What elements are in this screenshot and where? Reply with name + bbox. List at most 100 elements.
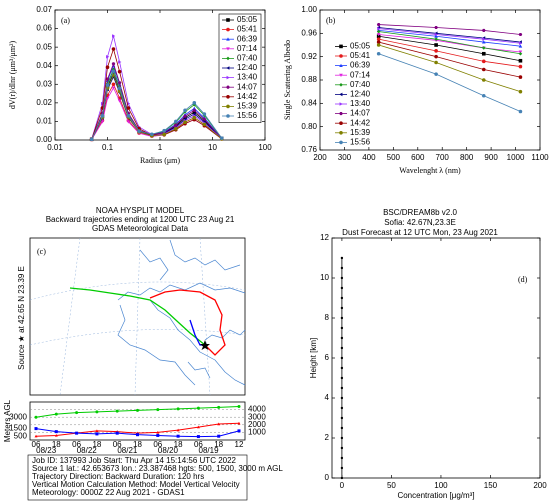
legend-marker xyxy=(226,114,230,118)
data-point xyxy=(434,72,438,76)
data-point xyxy=(482,37,486,41)
series-line xyxy=(91,72,223,140)
profile-point xyxy=(340,406,344,410)
data-point xyxy=(481,46,486,50)
x-tick-label: 06 xyxy=(153,440,162,449)
height-point xyxy=(95,429,99,433)
x-tick-label: 100 xyxy=(434,481,448,490)
data-point xyxy=(192,108,197,112)
legend-label: 14:07 xyxy=(350,109,371,118)
series-line xyxy=(91,34,223,140)
y-tick-label: 12 xyxy=(320,233,329,242)
y-tick-label: 0.04 xyxy=(36,61,52,70)
y-tick-label: 4 xyxy=(325,393,330,402)
y-tick-label: 0.03 xyxy=(36,79,52,88)
footer-line: Meteorology: 0000Z 22 Aug 2021 - GDAS1 xyxy=(32,488,185,497)
data-point xyxy=(100,114,105,118)
data-point xyxy=(112,34,116,38)
series-line xyxy=(378,28,521,44)
dream-subtitle: Sofia: 42.67N,23.3E xyxy=(384,218,456,227)
y-tick-label: 0.05 xyxy=(36,42,52,51)
profile-point xyxy=(340,416,344,420)
source-height-label: 3000 xyxy=(9,412,27,421)
series-line xyxy=(378,53,521,112)
data-point xyxy=(162,132,166,137)
data-point xyxy=(192,115,197,120)
data-point xyxy=(111,82,116,87)
footer-line: Source 1 lat.: 42.653673 lon.: 23.387468… xyxy=(32,464,283,473)
legend-label: 07:40 xyxy=(350,80,371,89)
data-point xyxy=(518,89,523,94)
data-point xyxy=(376,43,381,47)
legend-label: 14:07 xyxy=(237,82,258,91)
profile-point xyxy=(340,426,344,430)
dream-title: BSC/DREAM8b v2.0 xyxy=(383,208,457,217)
data-point xyxy=(434,37,438,41)
legend-marker xyxy=(226,47,230,51)
height-point xyxy=(217,422,221,426)
source-height-label: 500 xyxy=(14,431,28,440)
legend-label: 07:14 xyxy=(237,44,258,53)
x-axis-label: Radius (μm) xyxy=(140,156,180,165)
y-axis-label: Single Scattering Albedo xyxy=(283,40,292,120)
profile-point xyxy=(340,456,344,460)
data-point xyxy=(174,127,178,131)
footer-line: Trajectory Direction: Backward Duration:… xyxy=(32,472,204,481)
data-point xyxy=(376,51,381,56)
series-line xyxy=(91,47,222,140)
series-line xyxy=(378,31,521,55)
panel-label: (c) xyxy=(37,247,46,256)
data-point xyxy=(111,69,116,74)
data-point xyxy=(117,86,122,91)
series-line xyxy=(378,30,521,47)
profile-point xyxy=(340,446,344,450)
profile-point xyxy=(340,316,344,320)
height-point xyxy=(196,435,200,439)
legend-label: 05:41 xyxy=(350,51,371,60)
data-point xyxy=(174,119,178,124)
legend-label: 13:40 xyxy=(237,73,258,82)
y-tick-label: 0.01 xyxy=(36,117,52,126)
x-tick-label: 0.01 xyxy=(47,143,63,152)
legend-label: 13:40 xyxy=(350,99,371,108)
height-point xyxy=(75,431,79,435)
height-point xyxy=(136,433,139,437)
series-line xyxy=(91,75,223,140)
data-point xyxy=(100,120,105,124)
x-tick-label: 0.1 xyxy=(102,143,114,152)
legend-marker xyxy=(226,56,230,61)
data-point xyxy=(162,128,166,133)
x-axis-label: Wavelenght λ (nm) xyxy=(399,166,461,175)
hysplit-subtitle: Backward trajectories ending at 1200 UTC… xyxy=(46,215,235,224)
data-point xyxy=(377,26,381,31)
x-tick-label: 06 xyxy=(194,440,203,449)
y-tick-label: 10 xyxy=(320,273,329,282)
series-line xyxy=(378,27,521,43)
map-frame xyxy=(29,237,246,396)
coastlines xyxy=(117,239,246,386)
data-point xyxy=(434,43,438,47)
legend-marker xyxy=(226,104,230,109)
height-point xyxy=(54,430,58,434)
x-axis-label: Concentration [μg/m³] xyxy=(397,491,474,500)
y-tick-label: 0.06 xyxy=(36,24,52,33)
height-point xyxy=(176,434,180,438)
height-line xyxy=(35,406,240,418)
legend-label: 07:14 xyxy=(350,70,371,79)
profile-point xyxy=(340,256,344,260)
y-tick-label: 3000 xyxy=(248,412,266,421)
profile-point xyxy=(340,466,344,470)
y-tick-label: 0.02 xyxy=(36,98,52,107)
legend-label: 07:40 xyxy=(237,54,258,63)
y-tick-label: 0.88 xyxy=(301,75,317,84)
data-point xyxy=(518,44,523,48)
footer-box xyxy=(27,454,248,501)
series-line xyxy=(378,34,521,53)
legend-marker xyxy=(226,27,230,32)
legend-marker xyxy=(339,83,343,87)
data-point xyxy=(117,69,122,74)
profile-point xyxy=(340,436,344,440)
legend-marker xyxy=(339,121,343,125)
y-tick-label: 0 xyxy=(325,473,330,482)
